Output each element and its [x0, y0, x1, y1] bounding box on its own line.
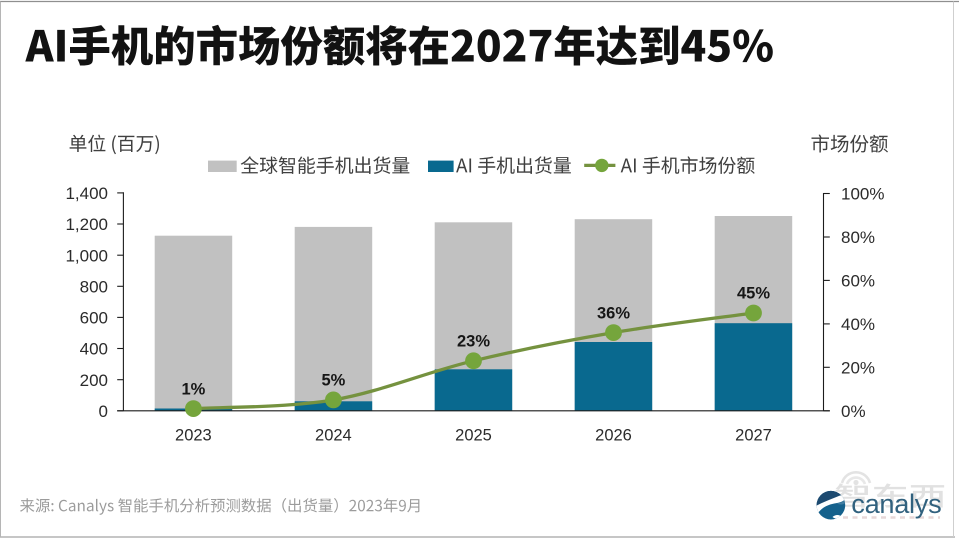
svg-text:200: 200 [80, 371, 108, 390]
svg-text:60%: 60% [841, 272, 875, 291]
svg-text:2027: 2027 [735, 427, 772, 445]
svg-text:0%: 0% [841, 402, 866, 421]
svg-text:40%: 40% [841, 315, 875, 334]
svg-text:80%: 80% [841, 228, 875, 247]
svg-text:2024: 2024 [315, 427, 352, 445]
svg-text:2026: 2026 [595, 427, 632, 445]
svg-text:36%: 36% [597, 304, 630, 322]
svg-text:canalys: canalys [851, 488, 941, 519]
svg-text:800: 800 [80, 278, 108, 297]
svg-text:400: 400 [80, 340, 108, 359]
svg-text:1,000: 1,000 [65, 246, 108, 265]
svg-text:1,400: 1,400 [65, 184, 108, 203]
svg-text:1%: 1% [181, 380, 205, 398]
svg-text:23%: 23% [457, 333, 490, 351]
svg-text:45%: 45% [737, 285, 770, 303]
svg-text:20%: 20% [841, 359, 875, 378]
svg-text:100%: 100% [841, 185, 884, 204]
svg-text:600: 600 [80, 309, 108, 328]
svg-text:2023: 2023 [175, 427, 212, 445]
svg-text:2025: 2025 [455, 427, 492, 445]
svg-text:0: 0 [99, 402, 108, 421]
svg-text:5%: 5% [321, 372, 345, 390]
svg-text:1,200: 1,200 [65, 215, 108, 234]
